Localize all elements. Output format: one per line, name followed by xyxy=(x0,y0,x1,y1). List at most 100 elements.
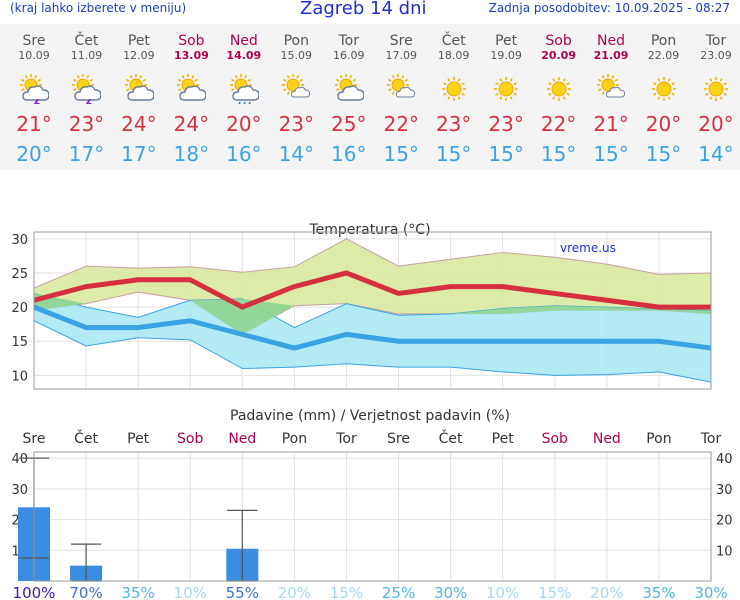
min-temperature: 16° xyxy=(226,142,262,166)
precipitation-probability-label: 35% xyxy=(121,584,154,600)
max-temperature: 20° xyxy=(645,112,682,136)
day-date: 13.09 xyxy=(173,49,209,62)
precipitation-probability-label: 15% xyxy=(330,584,363,600)
min-temperature: 15° xyxy=(540,142,577,166)
day-date: 17.09 xyxy=(385,49,417,62)
day-column: Ned 21.09 21° 15° xyxy=(585,24,637,170)
sun-icon xyxy=(494,77,519,101)
min-temperature: 15° xyxy=(435,142,472,166)
min-temperature: 16° xyxy=(331,142,367,166)
precipitation-tick-label-right: 20 xyxy=(716,514,733,529)
sun-small-cloud-icon xyxy=(387,74,416,98)
precipitation-day-label: Pon xyxy=(646,431,671,447)
day-name: Pon xyxy=(283,33,309,49)
day-name: Čet xyxy=(441,33,466,49)
precipitation-probability-label: 20% xyxy=(590,584,623,600)
sun-icon xyxy=(441,77,466,101)
precipitation-chart: Padavine (mm) / Verjetnost padavin (%) Sr… xyxy=(11,408,732,600)
day-name: Pet xyxy=(127,33,150,49)
day-column: Čet 18.09 23° 15° xyxy=(428,24,480,170)
precipitation-probability-label: 30% xyxy=(434,584,467,600)
sun-cloud-thunder-icon xyxy=(72,74,102,104)
top-bar: (kraj lahko izberete v meniju) Zagreb 14… xyxy=(0,0,740,24)
max-temperature: 23° xyxy=(435,112,472,136)
min-temperature: 15° xyxy=(383,142,419,166)
max-temperature: 24° xyxy=(121,112,157,136)
day-date: 23.09 xyxy=(700,49,732,62)
precipitation-probability-label: 35% xyxy=(642,584,675,600)
day-name: Sob xyxy=(545,33,572,49)
precipitation-day-label: Pet xyxy=(127,431,150,447)
temperature-chart: Temperatura (°C) 10 15 20 25 30 vreme.us xyxy=(11,222,712,390)
day-column: Pet 12.09 24° 17° xyxy=(113,24,165,170)
day-column: Pet 19.09 23° 15° xyxy=(480,24,532,170)
max-temperature: 20° xyxy=(698,112,734,136)
day-column: Pon 15.09 23° 14° xyxy=(270,24,322,170)
precipitation-day-label: Ned xyxy=(228,431,256,447)
day-name: Pet xyxy=(495,33,518,49)
max-temperature: 21° xyxy=(593,112,629,136)
day-column: Čet 11.09 23° 17° xyxy=(60,24,112,170)
day-column: Tor 23.09 20° 14° xyxy=(690,24,740,170)
min-temperature: 14° xyxy=(698,142,734,166)
precipitation-tick-label-left: 40 xyxy=(11,452,28,467)
max-temperature: 23° xyxy=(488,112,524,136)
day-date: 16.09 xyxy=(333,49,365,62)
day-name: Sre xyxy=(389,33,413,49)
day-date: 12.09 xyxy=(123,49,155,62)
day-column: Sob 13.09 24° 18° xyxy=(165,24,217,170)
day-column: Sre 17.09 22° 15° xyxy=(375,24,427,170)
max-temperature: 22° xyxy=(540,112,577,136)
temperature-tick-label: 20 xyxy=(11,301,28,316)
day-date: 19.09 xyxy=(490,49,522,62)
precipitation-day-label: Pon xyxy=(282,431,307,447)
temperature-tick-label: 10 xyxy=(11,369,28,384)
day-name: Čet xyxy=(74,33,99,49)
day-column: Ned 14.09 20° 16° xyxy=(218,24,270,170)
sun-icon xyxy=(546,77,571,101)
max-temperature: 25° xyxy=(331,112,367,136)
min-temperature: 15° xyxy=(593,142,629,166)
day-name: Sre xyxy=(22,33,46,49)
day-name: Tor xyxy=(705,33,727,49)
day-name: Ned xyxy=(229,33,258,49)
precipitation-probability-label: 100% xyxy=(13,584,56,600)
temperature-tick-label: 30 xyxy=(11,233,28,248)
sun-icon xyxy=(703,77,728,101)
temperature-tick-label: 25 xyxy=(11,267,28,282)
page-title: Zagreb 14 dni xyxy=(300,0,427,19)
sun-icon xyxy=(651,77,676,101)
day-name: Tor xyxy=(338,33,360,49)
sun-cloud-icon xyxy=(177,74,207,101)
max-temperature-band-upper-edge xyxy=(33,238,712,289)
min-temperature: 17° xyxy=(121,142,157,166)
daily-forecast-strip: Sre 10.09 21° 20° Čet 11.09 23° 17° Pet 12.09 24° 1… xyxy=(0,24,740,170)
day-name: Ned xyxy=(597,33,626,49)
precipitation-day-label: Tor xyxy=(335,431,357,447)
precipitation-tick-label-right: 10 xyxy=(716,544,733,559)
day-column: Sob 20.09 22° 15° xyxy=(533,24,585,170)
location-hint[interactable]: (kraj lahko izberete v meniju) xyxy=(10,1,187,15)
max-temperature: 23° xyxy=(68,112,105,136)
day-column: Pon 22.09 20° 15° xyxy=(638,24,690,170)
day-name: Sob xyxy=(178,33,205,49)
min-temperature-band-lower-edge xyxy=(33,320,712,383)
min-temperature: 14° xyxy=(278,142,315,166)
max-temperature: 22° xyxy=(383,112,419,136)
min-temperature: 20° xyxy=(16,142,52,166)
sun-cloud-icon xyxy=(334,74,364,101)
precipitation-day-label: Sob xyxy=(177,431,203,447)
min-temperature: 17° xyxy=(68,142,105,166)
day-date: 10.09 xyxy=(18,49,50,62)
max-temperature: 20° xyxy=(226,112,262,136)
day-column: Tor 16.09 25° 16° xyxy=(323,24,375,170)
precipitation-chart-title: Padavine (mm) / Verjetnost padavin (%) xyxy=(230,408,510,424)
precipitation-day-label: Sre xyxy=(387,431,410,447)
band-overlap-area xyxy=(34,292,711,335)
min-temperature: 15° xyxy=(488,142,524,166)
precipitation-day-label: Sob xyxy=(542,431,568,447)
precipitation-probability-label: 15% xyxy=(538,584,571,600)
day-column: Sre 10.09 21° 20° xyxy=(8,24,60,170)
max-temperature-line xyxy=(33,270,711,310)
precipitation-probability-label: 25% xyxy=(382,584,415,600)
